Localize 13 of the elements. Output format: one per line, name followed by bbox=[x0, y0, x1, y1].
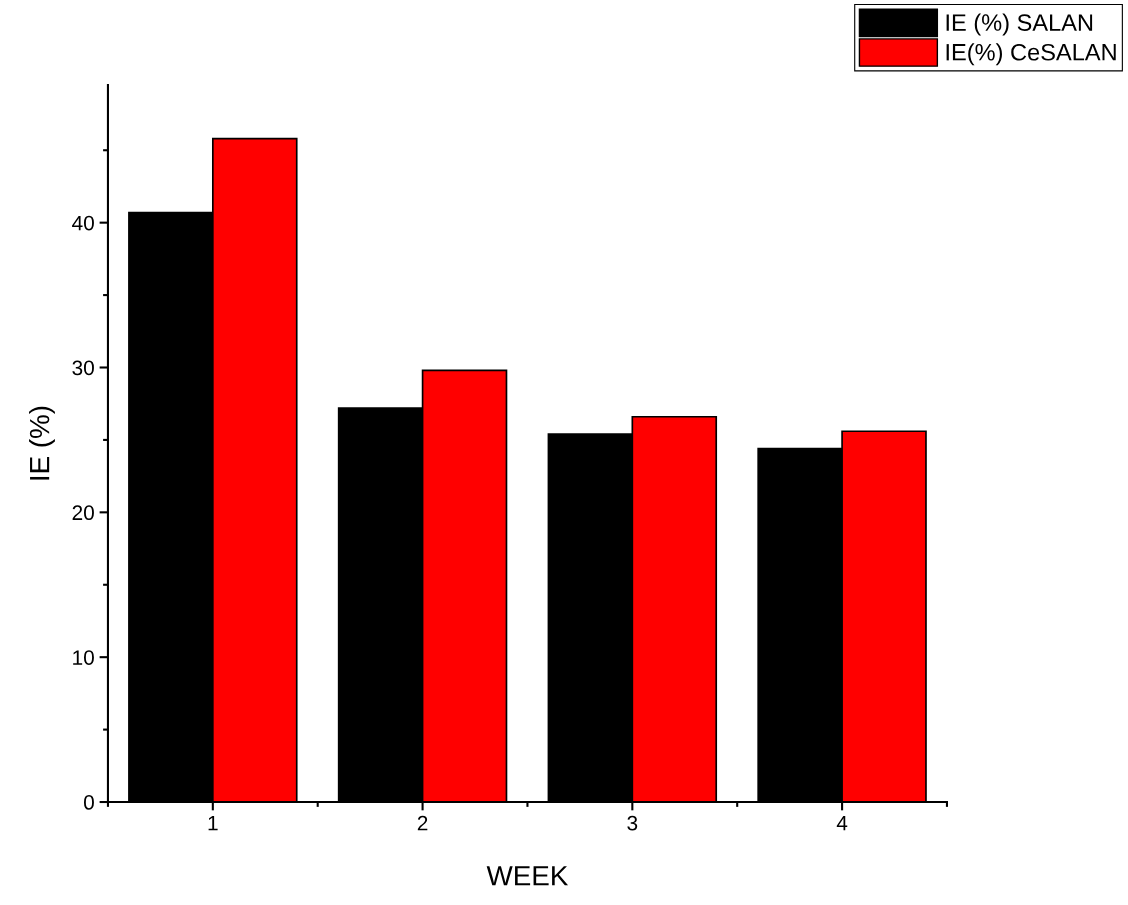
y-tick-label: 30 bbox=[72, 360, 94, 376]
x-tick-label: 2 bbox=[417, 815, 428, 831]
y-tick-label: 0 bbox=[83, 795, 94, 810]
legend-label: IE (%) SALAN bbox=[946, 13, 1093, 36]
y-tick-label: 40 bbox=[72, 215, 94, 231]
x-tick-label: 4 bbox=[836, 815, 848, 831]
y-tick-label: 10 bbox=[73, 650, 94, 665]
legend-label: IE(%) CeSALAN bbox=[946, 43, 1116, 66]
y-axis-title: IE (%) bbox=[29, 406, 55, 480]
y-tick-label: 20 bbox=[72, 505, 94, 521]
x-tick-label: 3 bbox=[627, 815, 638, 831]
x-tick-label: 1 bbox=[208, 815, 218, 831]
x-axis-title: WEEK bbox=[486, 866, 569, 886]
